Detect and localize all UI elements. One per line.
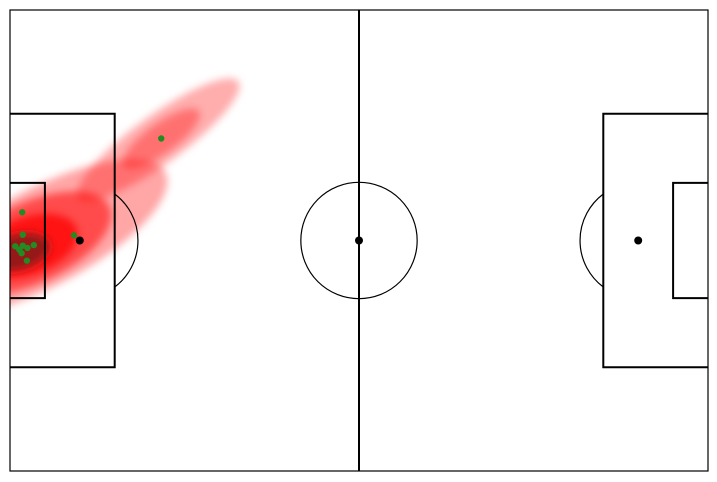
event-points [12, 135, 165, 264]
event-point [19, 209, 26, 216]
event-point [158, 135, 165, 142]
center-spot [355, 236, 363, 245]
right-six-yard-box [672, 181, 708, 300]
left-six-yard-box [10, 181, 46, 300]
event-point [24, 244, 31, 252]
center-circle [300, 181, 418, 300]
left-penalty-area [10, 112, 116, 369]
event-point [19, 231, 26, 238]
event-point [23, 257, 31, 264]
pitch-lines [9, 9, 709, 472]
event-point [70, 232, 78, 239]
event-point [30, 241, 38, 249]
right-penalty-area [602, 112, 708, 369]
right-penalty-arc [579, 193, 604, 288]
left-penalty-spot [75, 236, 84, 245]
right-penalty-spot [634, 236, 643, 245]
event-point [18, 249, 25, 257]
left-penalty-arc [114, 193, 139, 288]
